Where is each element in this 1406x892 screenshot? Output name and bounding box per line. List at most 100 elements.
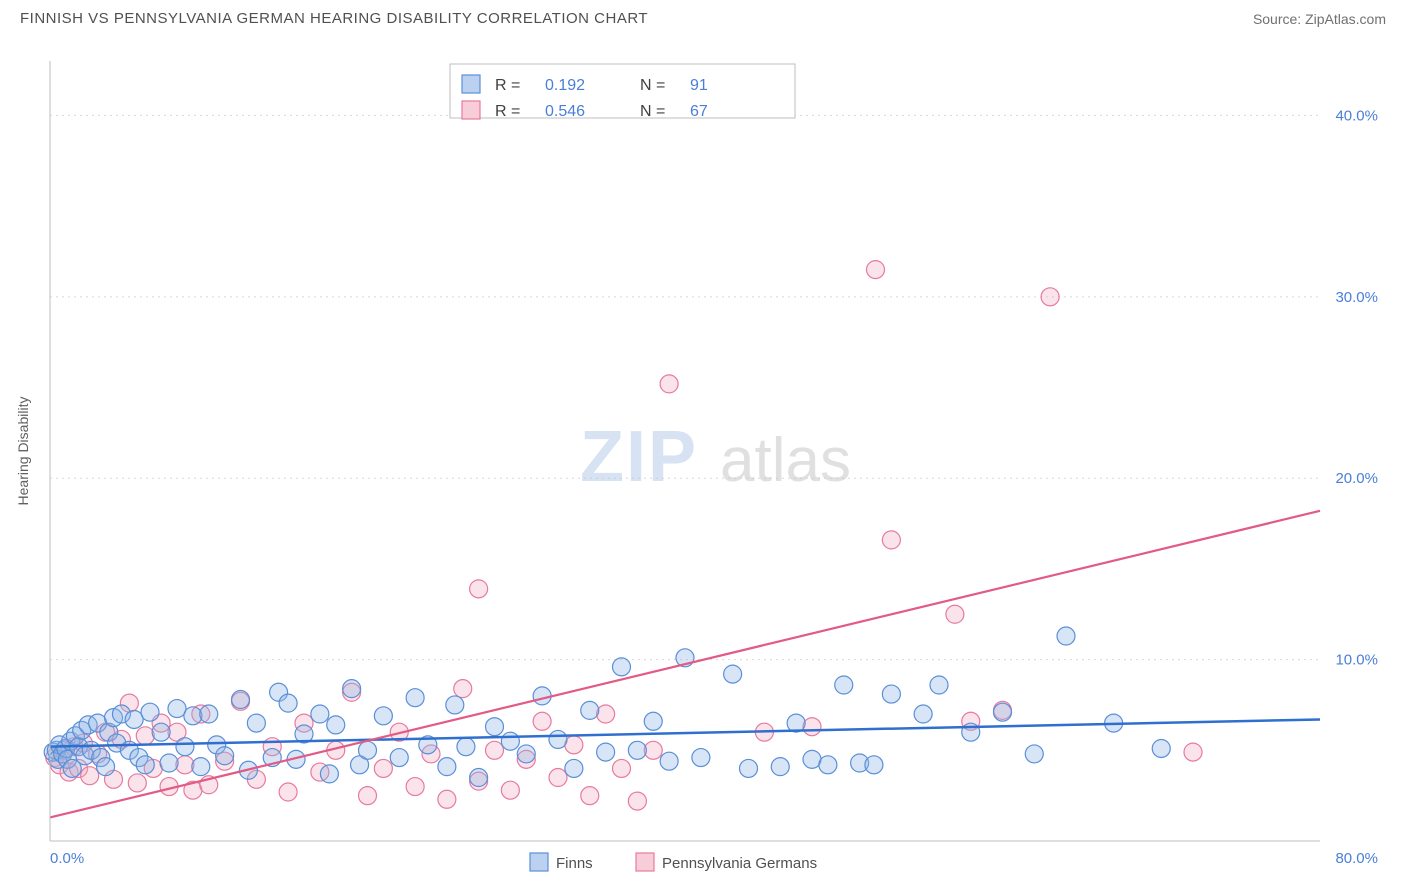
scatter-point	[247, 714, 265, 732]
scatter-point	[438, 790, 456, 808]
scatter-point	[438, 758, 456, 776]
scatter-point	[216, 747, 234, 765]
legend-n-label: N =	[640, 77, 665, 94]
scatter-point	[406, 778, 424, 796]
scatter-point	[613, 658, 631, 676]
scatter-point	[232, 691, 250, 709]
scatter-point	[200, 705, 218, 723]
scatter-point	[279, 783, 297, 801]
y-axis-label: Hearing Disability	[15, 397, 31, 506]
scatter-point	[597, 705, 615, 723]
scatter-point	[914, 705, 932, 723]
scatter-point	[867, 261, 885, 279]
scatter-chart-svg: 10.0% 20.0% 30.0% 40.0% ZIP atlas 0.0% 80.0% Hea…	[0, 31, 1406, 881]
legend-r-label: R =	[495, 103, 520, 120]
legend-r-value: 0.546	[545, 103, 585, 120]
scatter-point	[128, 774, 146, 792]
scatter-point	[457, 738, 475, 756]
y-tick-label: 10.0%	[1335, 652, 1378, 669]
scatter-point	[470, 580, 488, 598]
scatter-point	[692, 749, 710, 767]
x-tick-label: 0.0%	[50, 850, 84, 867]
scatter-point	[184, 707, 202, 725]
scatter-point	[279, 694, 297, 712]
scatter-point	[141, 703, 159, 721]
scatter-point	[486, 718, 504, 736]
scatter-point	[835, 676, 853, 694]
scatter-point	[359, 741, 377, 759]
bottom-legend-label: Finns	[556, 855, 593, 872]
scatter-point	[454, 680, 472, 698]
scatter-point	[819, 756, 837, 774]
scatter-point	[930, 676, 948, 694]
scatter-point	[549, 769, 567, 787]
scatter-point	[168, 700, 186, 718]
trend-line	[50, 511, 1320, 818]
legend-n-value: 67	[690, 103, 708, 120]
scatter-point	[644, 712, 662, 730]
scatter-point	[1152, 739, 1170, 757]
scatter-point	[882, 685, 900, 703]
scatter-point	[501, 732, 519, 750]
scatter-point	[597, 743, 615, 761]
scatter-point	[1041, 288, 1059, 306]
y-tick-label: 20.0%	[1335, 470, 1378, 487]
scatter-point	[192, 758, 210, 776]
legend-n-value: 91	[690, 77, 708, 94]
scatter-point	[1184, 743, 1202, 761]
scatter-point	[359, 787, 377, 805]
legend-swatch	[462, 75, 480, 93]
scatter-point	[724, 665, 742, 683]
scatter-point	[581, 701, 599, 719]
legend-swatch	[462, 101, 480, 119]
scatter-point	[517, 745, 535, 763]
scatter-point	[374, 707, 392, 725]
scatter-point	[771, 758, 789, 776]
watermark-atlas: atlas	[720, 426, 851, 495]
x-tick-label: 80.0%	[1335, 850, 1378, 867]
watermark-zip: ZIP	[580, 417, 698, 497]
scatter-point	[565, 759, 583, 777]
chart-area: 10.0% 20.0% 30.0% 40.0% ZIP atlas 0.0% 80.0% Hea…	[0, 31, 1406, 881]
scatter-point	[628, 741, 646, 759]
scatter-point	[581, 787, 599, 805]
scatter-point	[660, 375, 678, 393]
scatter-point	[533, 712, 551, 730]
y-tick-label: 40.0%	[1335, 107, 1378, 124]
chart-title: FINNISH VS PENNSYLVANIA GERMAN HEARING D…	[20, 10, 648, 27]
scatter-point	[533, 687, 551, 705]
scatter-point	[125, 710, 143, 728]
scatter-point	[740, 759, 758, 777]
scatter-point	[486, 741, 504, 759]
scatter-point	[628, 792, 646, 810]
scatter-point	[81, 767, 99, 785]
scatter-point	[946, 605, 964, 623]
scatter-point	[390, 749, 408, 767]
scatter-point	[136, 756, 154, 774]
scatter-point	[803, 750, 821, 768]
bottom-legend-label: Pennsylvania Germans	[662, 855, 817, 872]
scatter-point	[549, 730, 567, 748]
scatter-point	[660, 752, 678, 770]
scatter-point	[311, 705, 329, 723]
scatter-point	[565, 736, 583, 754]
scatter-point	[327, 716, 345, 734]
scatter-point	[97, 758, 115, 776]
scatter-point	[501, 781, 519, 799]
chart-header: FINNISH VS PENNSYLVANIA GERMAN HEARING D…	[0, 0, 1406, 31]
y-tick-label: 30.0%	[1335, 289, 1378, 306]
scatter-point	[613, 759, 631, 777]
bottom-legend-swatch	[530, 853, 548, 871]
scatter-point	[374, 759, 392, 777]
scatter-point	[994, 703, 1012, 721]
scatter-point	[320, 765, 338, 783]
scatter-point	[160, 754, 178, 772]
legend-r-value: 0.192	[545, 77, 585, 94]
scatter-point	[1057, 627, 1075, 645]
scatter-point	[865, 756, 883, 774]
bottom-legend-swatch	[636, 853, 654, 871]
scatter-point	[176, 738, 194, 756]
scatter-point	[136, 727, 154, 745]
chart-source: Source: ZipAtlas.com	[1253, 11, 1386, 27]
scatter-point	[470, 769, 488, 787]
